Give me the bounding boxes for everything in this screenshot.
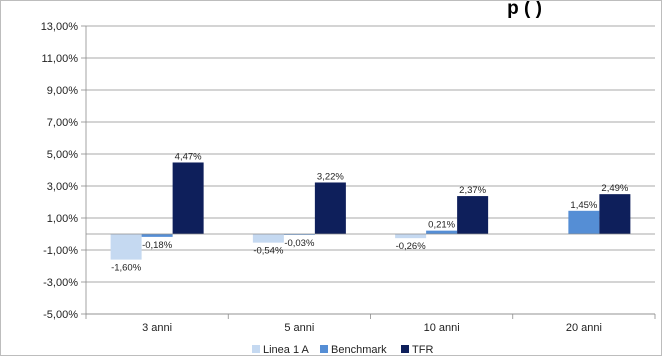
data-label: 2,37%: [459, 185, 486, 196]
y-tick-label: 1,00%: [47, 213, 78, 225]
y-tick-label: -3,00%: [43, 277, 78, 289]
bar-linea-1-a: [110, 234, 142, 260]
legend-swatch: [320, 345, 328, 353]
data-label: 2,49%: [601, 183, 628, 194]
data-label: -0,18%: [142, 240, 173, 251]
chart-title-fragment: p ( ): [507, 0, 542, 19]
y-tick-label: 11,00%: [42, 53, 79, 65]
y-tick-label: -5,00%: [43, 309, 78, 321]
y-tick-label: 3,00%: [47, 181, 78, 193]
bar-linea-1-a: [252, 234, 284, 243]
data-label: -0,03%: [284, 238, 315, 249]
data-label: -1,60%: [111, 263, 142, 274]
bar-benchmark: [141, 234, 173, 237]
data-label: -0,26%: [396, 241, 427, 252]
bar-tfr: [172, 162, 204, 234]
bar-linea-1-a: [395, 234, 427, 239]
axis-layer: 13,00% 11,00% 9,00% 7,00% 5,00% 3,00% 1,00% -1,…: [41, 21, 656, 334]
bar-tfr: [599, 194, 631, 234]
title-layer: p ( ): [507, 0, 542, 19]
x-tick-label: 5 anni: [284, 322, 314, 334]
legend-label: TFR: [412, 344, 433, 356]
data-label: 1,45%: [570, 200, 597, 211]
x-tick-label: 20 anni: [566, 322, 602, 334]
labels-layer: -1,60% -0,18% 4,47% -0,54%-0,03% 3,22% -0,26%…: [111, 151, 629, 273]
data-label: 3,22%: [317, 171, 344, 182]
bars-layer: [110, 162, 631, 260]
legend-swatch: [252, 345, 260, 353]
legend-swatch: [401, 345, 409, 353]
bar-benchmark: [426, 230, 458, 234]
y-tick-label: -1,00%: [43, 245, 78, 257]
x-tick-label: 10 anni: [424, 322, 460, 334]
legend-label: Benchmark: [331, 344, 387, 356]
legend: Linea 1 A Benchmark TFR: [252, 344, 433, 356]
bar-tfr: [314, 182, 346, 234]
data-label: 4,47%: [175, 151, 202, 162]
bar-benchmark: [568, 210, 600, 234]
legend-label: Linea 1 A: [263, 344, 310, 356]
data-label: 0,21%: [428, 220, 455, 231]
y-tick-label: 9,00%: [47, 85, 78, 97]
y-tick-label: 13,00%: [41, 21, 79, 33]
data-label: -0,54%: [253, 246, 284, 257]
bar-tfr: [457, 196, 489, 234]
x-tick-label: 3 anni: [142, 322, 172, 334]
y-tick-label: 7,00%: [47, 117, 78, 129]
y-tick-label: 5,00%: [47, 149, 78, 161]
